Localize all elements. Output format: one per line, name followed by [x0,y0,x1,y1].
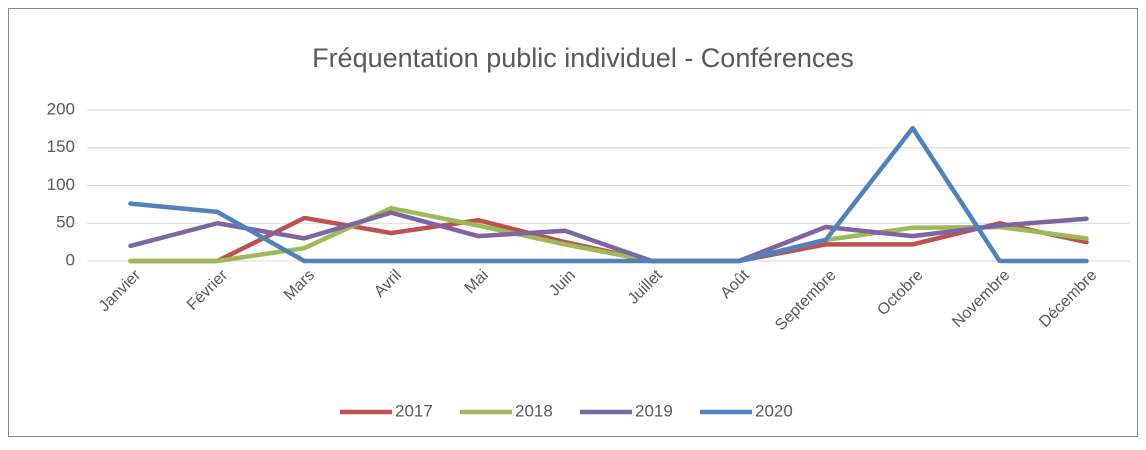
series-line [128,125,1089,264]
y-tick-label: 100 [47,175,75,194]
y-tick-label: 50 [56,213,75,232]
legend-label: 2020 [755,401,793,420]
chart-title: Fréquentation public individuel - Confér… [312,43,854,73]
legend-label: 2017 [395,401,433,420]
y-tick-label: 150 [47,137,75,156]
y-tick-label: 0 [66,250,75,269]
legend-label: 2019 [635,401,673,420]
legend-label: 2018 [515,401,553,420]
series-line [128,210,1089,264]
y-tick-label: 200 [47,99,75,118]
chart-frame [8,8,1138,437]
